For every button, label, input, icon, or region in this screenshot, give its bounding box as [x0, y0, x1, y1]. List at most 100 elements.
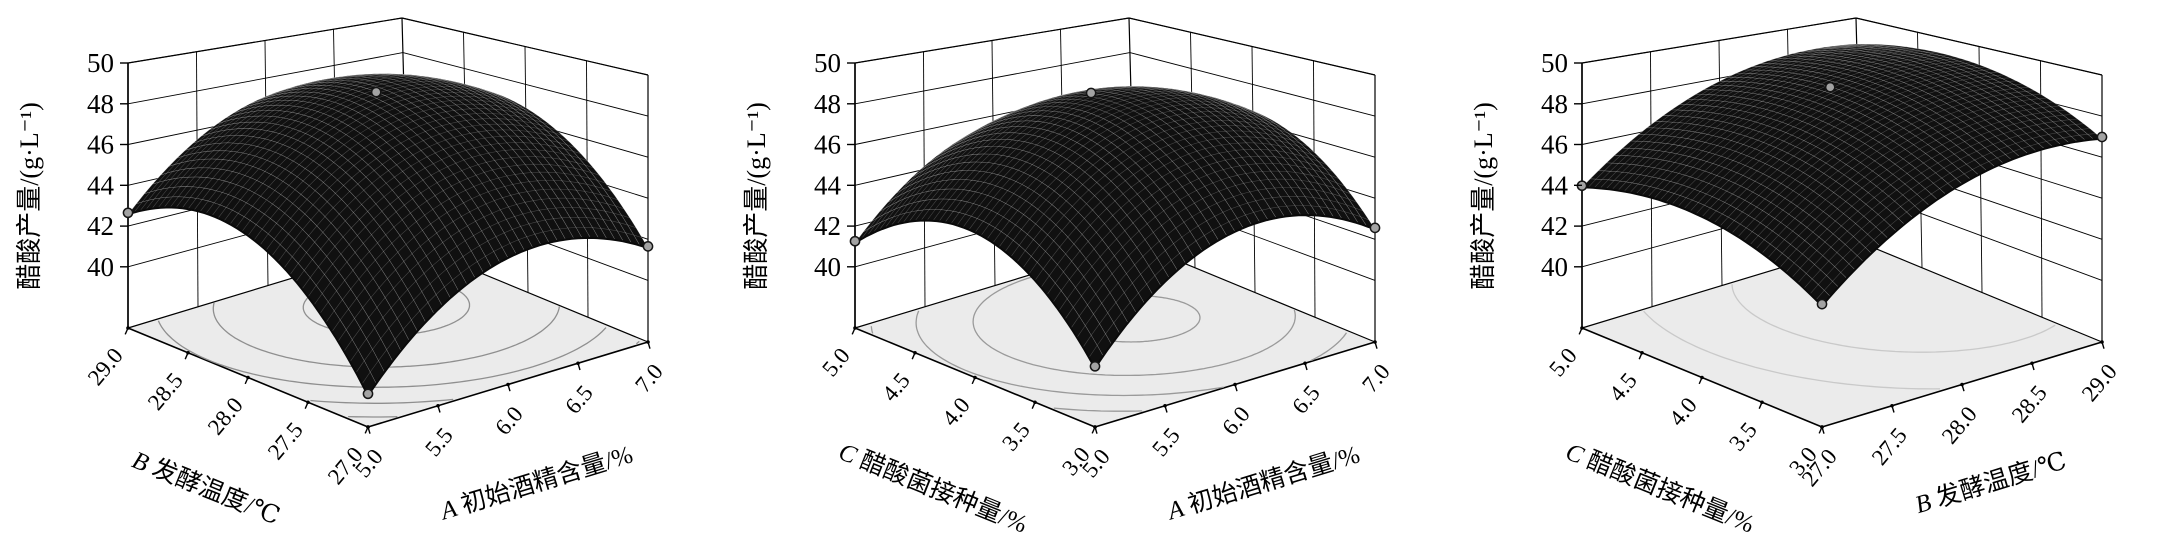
left-axis-tick-label: 4.0 [1664, 393, 1702, 431]
z-axis-tick-label: 46 [1541, 130, 1568, 160]
design-points [122, 86, 654, 400]
surface-mesh-segments [903, 153, 1153, 304]
top-left-edge [1581, 17, 1857, 64]
surface-mesh-segments [1775, 55, 2028, 157]
right-axis-tick-dot [1890, 403, 1894, 408]
surface-mesh-segments [895, 161, 1145, 313]
surface-front-right-edge [1094, 214, 1376, 369]
right-axis-tick-dot [1960, 382, 1964, 387]
surface-mesh-segments [1589, 170, 1839, 297]
z-axis-tick-label: 42 [814, 211, 841, 241]
z-axis-tick-label: 44 [814, 170, 842, 200]
design-points [1576, 81, 2108, 310]
surface-mesh-segments [944, 120, 1194, 264]
z-axis-tick-label: 50 [814, 48, 841, 78]
contour-line [1643, 310, 1941, 390]
design-point-marker [1089, 360, 1101, 372]
design-point-marker [370, 86, 382, 98]
surface-panel-3: 50 48 46 44 42 40 5.0 4.5 4.0 3.5 3.0 27.0 27.5 28.0 2… [1454, 0, 2181, 558]
z-axis-tick-label: 50 [1541, 48, 1568, 78]
left-axis-tick-dot [853, 326, 857, 330]
surface-mesh-segments [854, 209, 1104, 369]
design-point-marker [122, 207, 134, 219]
left-axis-tick-dot [126, 326, 130, 330]
z-axis-tick-label: 48 [87, 89, 114, 119]
surface-mesh-segments [1808, 48, 2061, 147]
left-axis-tick-dot [1580, 326, 1584, 330]
z-axis-tick-label: 40 [1541, 252, 1568, 282]
surface-mesh-segments [1606, 155, 1856, 279]
left-axis-tick-dot [306, 400, 310, 405]
right-axis-tick-dot [506, 382, 510, 387]
right-axis-tick-label: 7.0 [630, 359, 668, 397]
right-axis-tick-label: 7.0 [1357, 359, 1395, 397]
top-right-edge [1855, 17, 2103, 76]
surface-mesh-segments [168, 150, 418, 341]
top-right-edge [1128, 17, 1376, 76]
surface-mesh-segments [862, 198, 1112, 357]
right-axis-tick-dot [2100, 340, 2104, 344]
z-axis-tick-label: 42 [1541, 211, 1568, 241]
surface-mesh-segments [184, 135, 435, 323]
left-axis-tick-label: 29.0 [83, 343, 128, 390]
right-axis-title: A 初始酒精含量/% [435, 440, 636, 526]
contour-line [870, 326, 1143, 412]
right-axis-title: B 发酵温度/℃ [1912, 447, 2070, 520]
surface-mesh-segments [1646, 121, 1897, 239]
right-axis-tick-dot [1233, 382, 1237, 387]
left-axis-tick-dot [186, 350, 190, 355]
left-axis-title: B 发酵温度/℃ [128, 446, 284, 531]
contour-lines [1643, 284, 2056, 390]
left-axis-tick-dot [1033, 400, 1037, 405]
surface-mesh-segments [952, 115, 1203, 258]
surface-mesh-segments [1630, 134, 1880, 254]
surface-mesh-segments [1703, 85, 1954, 195]
surface-mesh-segments [1662, 109, 1913, 225]
design-point-marker [1085, 87, 1097, 99]
right-axis-tick-label: 28.0 [1937, 402, 1982, 449]
left-axis-tick-label: 28.0 [203, 393, 248, 440]
right-axis-tick-dot [1093, 425, 1097, 429]
contour-line [310, 340, 640, 404]
right-axis-tick-label: 27.5 [1867, 423, 1912, 470]
surface-mesh [1581, 43, 2103, 307]
right-axis-tick-dot [1163, 403, 1167, 408]
contour-line [1731, 284, 2056, 353]
left-axis-tick-dot [246, 375, 250, 380]
z-axis-tick-label: 48 [1541, 89, 1568, 119]
z-axis-tick-label: 44 [87, 170, 115, 200]
surface-mesh-segments [1679, 99, 1930, 212]
surface-mesh-segments [928, 132, 1178, 279]
z-axis-tick-label: 50 [87, 48, 114, 78]
surface-mesh-segments [1598, 162, 1847, 288]
surface-mesh-segments [1840, 44, 2094, 141]
surface-mesh-segments [208, 115, 459, 299]
surface-mesh-segments [879, 179, 1129, 334]
floor-back-right-edge [1861, 242, 2103, 343]
surface-mesh-segments [176, 142, 426, 332]
surface-mesh-segments [936, 126, 1186, 271]
surface-mesh-segments [144, 176, 393, 373]
surface-mesh-segments [192, 128, 443, 314]
left-axis-tick-dot [1640, 350, 1644, 355]
surface-panel-1: 50 48 46 44 42 40 29.0 28.5 28.0 27.5 27.0 5.0 5.5 6.… [0, 0, 727, 558]
surface-mesh-segments [887, 170, 1137, 323]
z-axis-title: 醋酸产量/(g·L⁻¹) [742, 102, 771, 290]
left-axis-title: C 醋酸菌接种量/% [835, 438, 1032, 539]
surface-mesh-segments [127, 196, 377, 396]
left-axis-tick-label: 4.5 [1604, 368, 1642, 406]
right-axis-tick-dot [646, 340, 650, 344]
surface-panel-2: 50 48 46 44 42 40 5.0 4.5 4.0 3.5 3.0 5.0 5.5 6.0 6.5 7… [727, 0, 1454, 558]
right-axis-tick-label: 6.0 [490, 402, 528, 440]
surface-mesh-segments [1832, 44, 2086, 142]
left-axis-tick-dot [1700, 375, 1704, 380]
right-axis-title: A 初始酒精含量/% [1162, 440, 1363, 526]
top-left-edge [127, 17, 403, 64]
surface-mesh-segments [1783, 53, 2037, 155]
right-axis-tick-label: 5.5 [1147, 423, 1185, 461]
surface-mesh-segments [1751, 63, 2004, 168]
left-axis-tick-label: 3.5 [997, 417, 1035, 455]
surface-mesh-segments [1824, 45, 2078, 144]
surface-mesh-segments [1687, 94, 1938, 206]
surface-mesh-segments [257, 88, 509, 263]
